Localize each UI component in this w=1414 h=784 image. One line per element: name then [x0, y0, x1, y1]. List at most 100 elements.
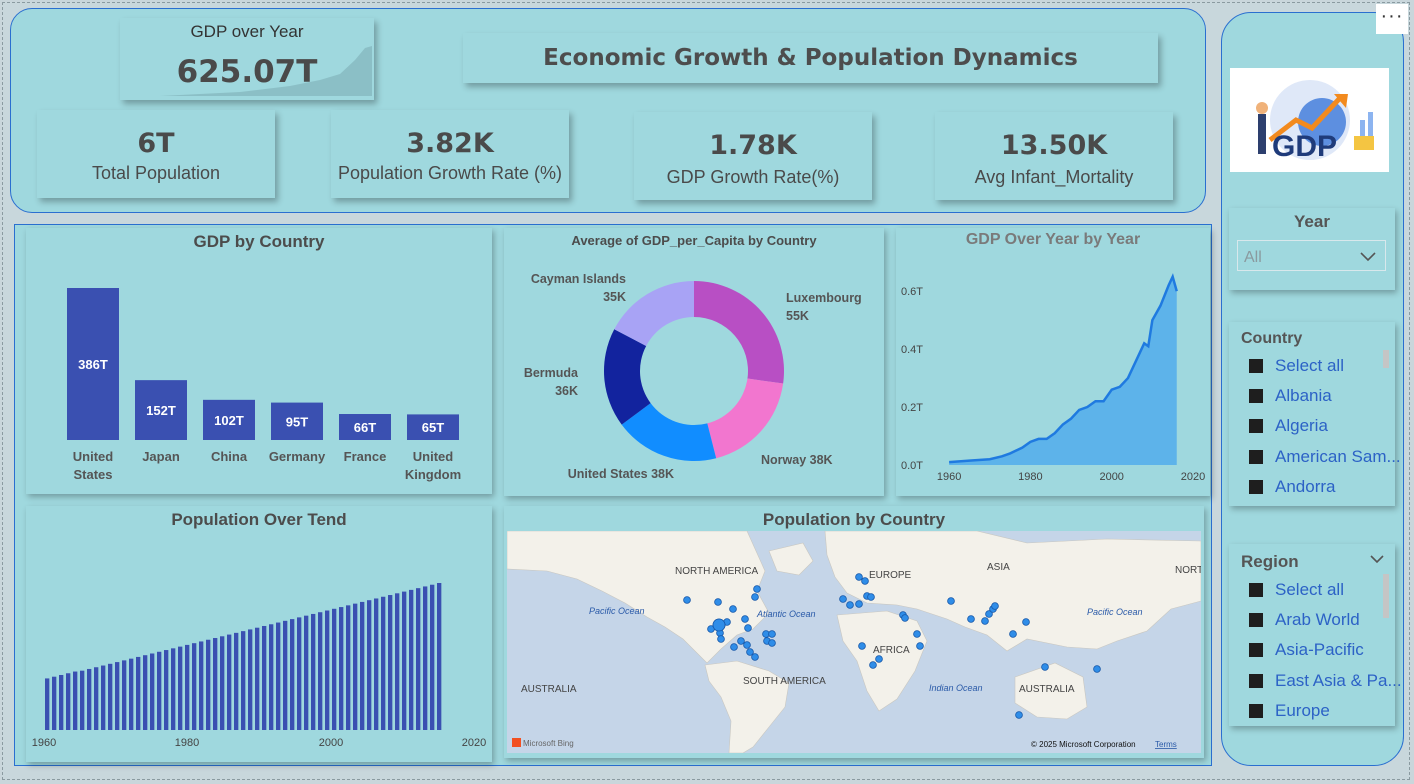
slice-label: Bermuda — [524, 366, 579, 380]
country-option[interactable]: Algeria — [1249, 416, 1328, 436]
kpi-card-gdp-growth[interactable]: 1.78K GDP Growth Rate(%) — [634, 112, 872, 200]
gdp-logo-icon: GDP — [1256, 80, 1374, 163]
more-options-button[interactable]: ··· — [1376, 4, 1408, 34]
population-bar — [423, 586, 428, 730]
bar — [67, 288, 119, 440]
checkbox[interactable] — [1249, 419, 1263, 433]
chevron-down-icon[interactable] — [1369, 553, 1385, 565]
y-tick-label: 0.4T — [901, 344, 923, 356]
kpi-card-infant-mortality[interactable]: 13.50K Avg Infant_Mortality — [935, 112, 1173, 200]
population-bar — [178, 646, 183, 730]
checkbox[interactable] — [1249, 450, 1263, 464]
region-option[interactable]: Europe — [1249, 701, 1330, 721]
option-label: East Asia & Pa... — [1275, 671, 1402, 690]
population-bar — [416, 588, 421, 730]
checkbox[interactable] — [1249, 704, 1263, 718]
map-label: NORTI — [1175, 565, 1201, 576]
gdp-by-country-visual[interactable]: GDP by Country 386T United States 152T Japan… — [26, 228, 492, 494]
slice-label: 36K — [555, 384, 578, 398]
map-bubble — [947, 597, 955, 605]
map-bubble — [846, 601, 854, 609]
population-bar — [192, 643, 197, 730]
population-trend-visual[interactable]: Population Over Tend 1960 1980 2000 2020 — [26, 506, 492, 762]
bar — [135, 380, 187, 440]
region-option[interactable]: Select all — [1249, 580, 1344, 600]
x-tick-label: 1960 — [937, 471, 961, 483]
kpi-card-population[interactable]: 6T Total Population — [37, 110, 275, 198]
checkbox[interactable] — [1249, 389, 1263, 403]
kpi-value: 3.82K — [406, 128, 494, 159]
kpi-value: 13.50K — [1000, 130, 1108, 161]
population-bar — [283, 620, 288, 730]
option-label: Albania — [1275, 386, 1332, 405]
checkbox[interactable] — [1249, 643, 1263, 657]
population-bar — [101, 665, 106, 730]
population-bar — [59, 674, 64, 730]
map-bubble — [985, 610, 993, 618]
country-option[interactable]: Albania — [1249, 386, 1332, 406]
map-bubble — [717, 635, 725, 643]
visual-title: GDP Over Year by Year — [965, 231, 1141, 248]
data-label: 66T — [354, 420, 376, 435]
slicer-scrollbar[interactable] — [1383, 350, 1389, 368]
checkbox[interactable] — [1249, 613, 1263, 627]
data-label: 95T — [286, 414, 308, 429]
region-option[interactable]: East Asia & Pa... — [1249, 671, 1402, 691]
chevron-down-icon — [1360, 252, 1376, 262]
map-bubble — [746, 648, 754, 656]
option-label: Select all — [1275, 356, 1344, 375]
country-option[interactable]: American Sam... — [1249, 447, 1401, 467]
x-tick-label: 2000 — [319, 737, 343, 749]
world-map[interactable]: NORTH AMERICA EUROPE ASIA NORTI Pacific … — [507, 531, 1201, 753]
bing-label: Microsoft Bing — [523, 739, 574, 748]
year-dropdown[interactable]: All — [1237, 240, 1386, 271]
population-bar — [248, 629, 253, 730]
year-slicer[interactable]: Year All — [1229, 208, 1395, 290]
map-bubble — [768, 630, 776, 638]
map-bubble — [714, 598, 722, 606]
population-map-visual[interactable]: Population by Country NORTH AMERICA EURO… — [504, 506, 1204, 758]
map-terms-link[interactable]: Terms — [1155, 740, 1177, 749]
x-tick-label: 1960 — [32, 737, 56, 749]
country-slicer[interactable]: Country Select all Albania Algeria Ameri… — [1229, 322, 1401, 506]
map-bubble — [1093, 665, 1101, 673]
map-label: Pacific Ocean — [1087, 607, 1143, 617]
slice-label: Luxembourg — [786, 291, 862, 305]
country-slicer-title: Country — [1241, 330, 1303, 347]
gdp-per-capita-visual[interactable]: Average of GDP_per_Capita by Country Lux… — [504, 228, 884, 496]
visual-title: Average of GDP_per_Capita by Country — [571, 233, 817, 248]
gdp-per-capita-donut: Luxembourg 55K Norway 38K United States 38K… — [524, 272, 862, 481]
region-slicer[interactable]: Region Select all Arab World Asia-Pacifi… — [1229, 544, 1402, 726]
checkbox[interactable] — [1249, 480, 1263, 494]
region-option[interactable]: Arab World — [1249, 610, 1360, 630]
map-bubble — [712, 618, 726, 632]
population-bar — [409, 589, 414, 730]
bar — [339, 414, 391, 440]
kpi-label: Total Population — [91, 163, 221, 183]
population-bar — [430, 584, 435, 730]
slice-label: 35K — [603, 290, 626, 304]
gdp-over-year-visual[interactable]: GDP Over Year by Year 0.0T 0.2T 0.4T 0.6T 19… — [896, 228, 1210, 496]
population-bar — [388, 595, 393, 730]
year-dropdown-value: All — [1244, 249, 1262, 266]
checkbox[interactable] — [1249, 674, 1263, 688]
slicer-scrollbar[interactable] — [1383, 574, 1389, 618]
country-option[interactable]: Andorra — [1249, 477, 1335, 497]
donut-slice — [621, 403, 717, 461]
checkbox[interactable] — [1249, 583, 1263, 597]
category-label: China — [211, 449, 248, 464]
slice-label: Cayman Islands — [531, 272, 626, 286]
kpi-card-pop-growth[interactable]: 3.82K Population Growth Rate (%) — [331, 110, 569, 198]
gdp-card-value: 625.07T — [176, 54, 318, 90]
kpi-value: 6T — [137, 128, 175, 159]
checkbox[interactable] — [1249, 359, 1263, 373]
gdp-over-year-card[interactable]: GDP over Year 625.07T — [120, 18, 374, 100]
map-bubble — [751, 593, 759, 601]
category-label: Germany — [269, 449, 326, 464]
population-bar — [206, 639, 211, 730]
region-option[interactable]: Asia-Pacific — [1249, 640, 1364, 660]
population-bar — [374, 598, 379, 730]
map-label: EUROPE — [869, 570, 912, 581]
country-option[interactable]: Select all — [1249, 356, 1344, 376]
year-slicer-title: Year — [1294, 212, 1330, 231]
